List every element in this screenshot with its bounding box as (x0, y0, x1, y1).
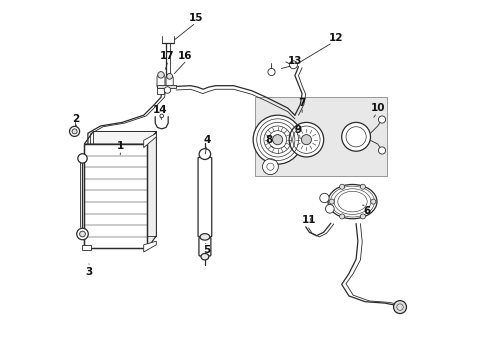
Circle shape (157, 82, 164, 89)
Circle shape (393, 301, 406, 314)
Circle shape (78, 154, 87, 163)
Polygon shape (157, 85, 176, 88)
Text: 11: 11 (302, 215, 316, 225)
Circle shape (272, 135, 282, 145)
Circle shape (77, 228, 88, 240)
Polygon shape (157, 88, 163, 94)
Circle shape (69, 126, 80, 136)
Text: 4: 4 (203, 135, 210, 145)
Text: 8: 8 (265, 135, 272, 145)
Ellipse shape (199, 149, 210, 159)
Text: 14: 14 (152, 105, 167, 115)
FancyBboxPatch shape (157, 76, 164, 87)
Text: 13: 13 (287, 56, 302, 66)
Circle shape (325, 204, 333, 213)
Text: 7: 7 (298, 98, 305, 108)
Text: 5: 5 (203, 245, 210, 255)
Circle shape (301, 135, 311, 145)
Text: 10: 10 (370, 103, 384, 113)
Circle shape (319, 193, 328, 203)
Circle shape (289, 61, 297, 69)
Circle shape (267, 68, 275, 76)
Polygon shape (143, 241, 156, 252)
Text: 16: 16 (178, 51, 192, 61)
Circle shape (158, 72, 164, 78)
Polygon shape (84, 144, 147, 248)
Ellipse shape (201, 253, 208, 260)
Polygon shape (143, 133, 156, 148)
Circle shape (328, 199, 333, 204)
Circle shape (370, 199, 375, 204)
Circle shape (253, 115, 302, 164)
Circle shape (339, 214, 344, 219)
Circle shape (164, 87, 170, 93)
FancyBboxPatch shape (199, 238, 210, 256)
Circle shape (72, 129, 77, 134)
Circle shape (341, 122, 370, 151)
Circle shape (360, 214, 365, 219)
Polygon shape (255, 97, 386, 176)
Polygon shape (147, 131, 156, 248)
Circle shape (166, 73, 172, 79)
Text: 9: 9 (294, 125, 302, 135)
Polygon shape (84, 131, 156, 144)
Text: 12: 12 (328, 33, 343, 43)
Text: 2: 2 (72, 114, 79, 124)
Circle shape (339, 184, 344, 189)
Circle shape (360, 184, 365, 189)
Circle shape (160, 114, 163, 118)
Polygon shape (82, 245, 91, 250)
FancyBboxPatch shape (166, 77, 173, 87)
Circle shape (378, 116, 385, 123)
Circle shape (378, 147, 385, 154)
Ellipse shape (327, 184, 376, 219)
Text: 3: 3 (85, 267, 92, 277)
Text: 17: 17 (160, 51, 174, 61)
Text: 15: 15 (188, 13, 203, 23)
FancyBboxPatch shape (198, 157, 211, 237)
Text: 1: 1 (117, 141, 123, 151)
Circle shape (262, 159, 278, 175)
Circle shape (288, 122, 323, 157)
Text: 6: 6 (363, 206, 370, 216)
Ellipse shape (200, 234, 209, 240)
Circle shape (80, 231, 85, 237)
